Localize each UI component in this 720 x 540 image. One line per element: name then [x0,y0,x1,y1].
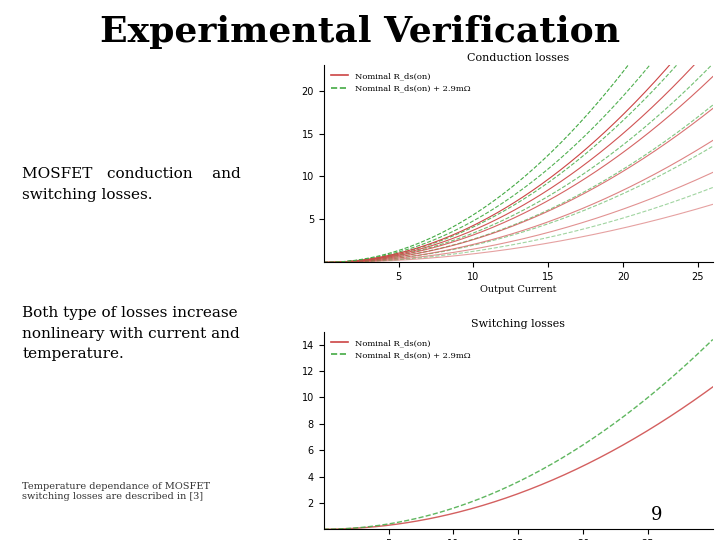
Text: 9: 9 [651,506,662,524]
Title: Conduction losses: Conduction losses [467,52,570,63]
Title: Switching losses: Switching losses [472,320,565,329]
Text: Experimental Verification: Experimental Verification [100,16,620,49]
Legend: Nominal R_ds(on), Nominal R_ds(on) + 2.9mΩ: Nominal R_ds(on), Nominal R_ds(on) + 2.9… [328,336,474,362]
Text: Temperature dependance of MOSFET
switching losses are described in [3]: Temperature dependance of MOSFET switchi… [22,482,210,501]
Text: MOSFET   conduction    and
switching losses.: MOSFET conduction and switching losses. [22,167,241,201]
Legend: Nominal R_ds(on), Nominal R_ds(on) + 2.9mΩ: Nominal R_ds(on), Nominal R_ds(on) + 2.9… [328,69,474,96]
Text: Both type of losses increase
nonlineary with current and
temperature.: Both type of losses increase nonlineary … [22,306,240,361]
X-axis label: Output Current: Output Current [480,285,557,294]
